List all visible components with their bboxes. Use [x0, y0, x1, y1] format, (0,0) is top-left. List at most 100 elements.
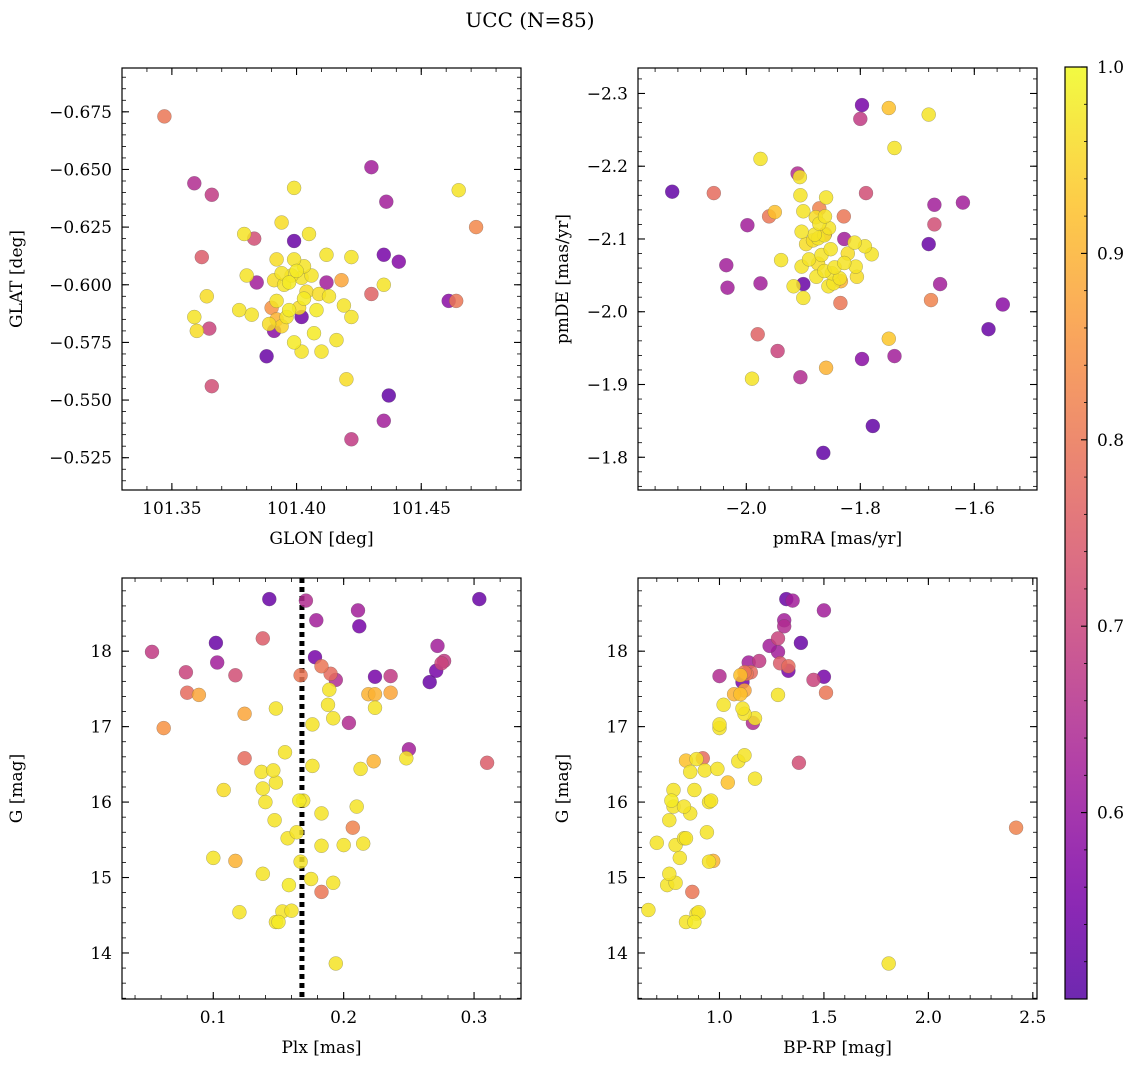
data-point: [927, 217, 942, 232]
data-point: [352, 619, 367, 634]
data-point: [199, 289, 215, 304]
data-point: [818, 190, 834, 205]
data-point: [697, 763, 712, 778]
data-point: [266, 763, 281, 778]
y-tick-label: −1.9: [587, 376, 628, 396]
data-point: [858, 185, 874, 201]
y-tick-label: 14: [606, 944, 628, 964]
data-point: [981, 322, 996, 337]
data-point: [737, 748, 752, 763]
data-point: [281, 275, 297, 290]
data-point: [303, 871, 319, 887]
data-point: [356, 836, 371, 851]
data-point: [801, 252, 817, 267]
colorbar-tick-label: 0.8: [1097, 431, 1124, 451]
data-point: [349, 799, 364, 814]
data-point: [823, 241, 838, 257]
data-point: [770, 687, 786, 703]
data-point: [710, 761, 725, 777]
data-point: [269, 252, 284, 267]
data-point: [319, 247, 334, 263]
data-point: [204, 379, 220, 394]
x-tick-label: 101.35: [142, 499, 201, 519]
data-point: [1008, 820, 1024, 835]
data-point: [268, 775, 284, 790]
data-point: [649, 835, 664, 850]
data-point: [309, 302, 324, 318]
data-point: [817, 209, 833, 224]
data-point: [921, 107, 936, 122]
data-point: [770, 631, 786, 646]
data-point: [881, 956, 896, 971]
data-point: [339, 372, 354, 387]
pmra-pmde-panel: −2.0 −1.8 −1.6 −1.8 −1.9 −2.0 −2.1 −2.2 −2.3 pmRA…: [553, 67, 1038, 549]
data-point: [293, 668, 308, 683]
x-tick-label: 1.0: [706, 1008, 733, 1028]
data-point: [449, 293, 464, 309]
data-point: [320, 697, 336, 712]
axes-frame: [121, 577, 522, 1000]
data-point: [364, 159, 379, 175]
data-point: [689, 751, 704, 767]
y-tick-label: −2.2: [587, 157, 628, 177]
data-point: [468, 219, 484, 235]
data-point: [292, 793, 307, 808]
colorbar-tick-label: 1.0: [1097, 58, 1124, 78]
data-point: [699, 825, 715, 840]
data-point: [753, 276, 768, 291]
data-point: [209, 655, 225, 670]
data-point: [793, 635, 809, 651]
data-point: [341, 715, 357, 731]
y-tick-label: −0.550: [49, 391, 112, 411]
data-point: [818, 685, 834, 700]
data-point: [752, 653, 767, 669]
glon-glat-panel: 101.35 101.40 101.45 −0.525 −0.550 −0.575 −0.6…: [7, 67, 522, 549]
data-point: [785, 593, 800, 608]
data-point: [277, 745, 293, 760]
y-tick-label: 17: [606, 718, 628, 738]
data-point: [271, 914, 286, 930]
data-point: [309, 613, 324, 628]
y-tick-label: −0.650: [49, 160, 112, 180]
pmra-pmde-points: [665, 97, 1010, 461]
data-point: [777, 619, 792, 634]
data-point: [314, 659, 329, 674]
data-point: [208, 635, 224, 651]
y-tick-label: −0.625: [49, 218, 112, 238]
y-tick-label: 16: [90, 793, 112, 813]
data-point: [281, 302, 297, 318]
y-tick-label: 16: [606, 793, 628, 813]
data-point: [712, 717, 727, 732]
data-point: [451, 182, 466, 198]
data-point: [344, 432, 359, 447]
data-point: [672, 850, 687, 866]
data-point: [793, 188, 808, 203]
data-point: [255, 781, 270, 796]
data-point: [284, 903, 299, 918]
data-point: [381, 388, 396, 403]
data-point: [293, 854, 308, 869]
data-point: [399, 751, 414, 766]
data-point: [231, 302, 247, 318]
data-point: [228, 853, 243, 869]
data-point: [927, 197, 942, 213]
data-point: [286, 233, 302, 249]
data-point: [865, 418, 880, 434]
data-point: [641, 902, 656, 918]
data-point: [854, 351, 870, 367]
data-point: [328, 956, 343, 971]
data-point: [367, 700, 383, 715]
data-point: [806, 672, 821, 688]
y-tick-label: 15: [90, 869, 112, 889]
data-point: [237, 751, 252, 766]
data-point: [683, 764, 698, 780]
y-tick-label: 18: [606, 642, 628, 662]
data-point: [194, 249, 210, 265]
x-tick-label: −2.0: [726, 499, 767, 519]
data-point: [289, 825, 304, 840]
y-tick-label: 14: [90, 944, 112, 964]
data-point: [336, 837, 351, 853]
data-point: [995, 297, 1010, 312]
data-point: [314, 344, 329, 359]
data-point: [239, 268, 254, 283]
